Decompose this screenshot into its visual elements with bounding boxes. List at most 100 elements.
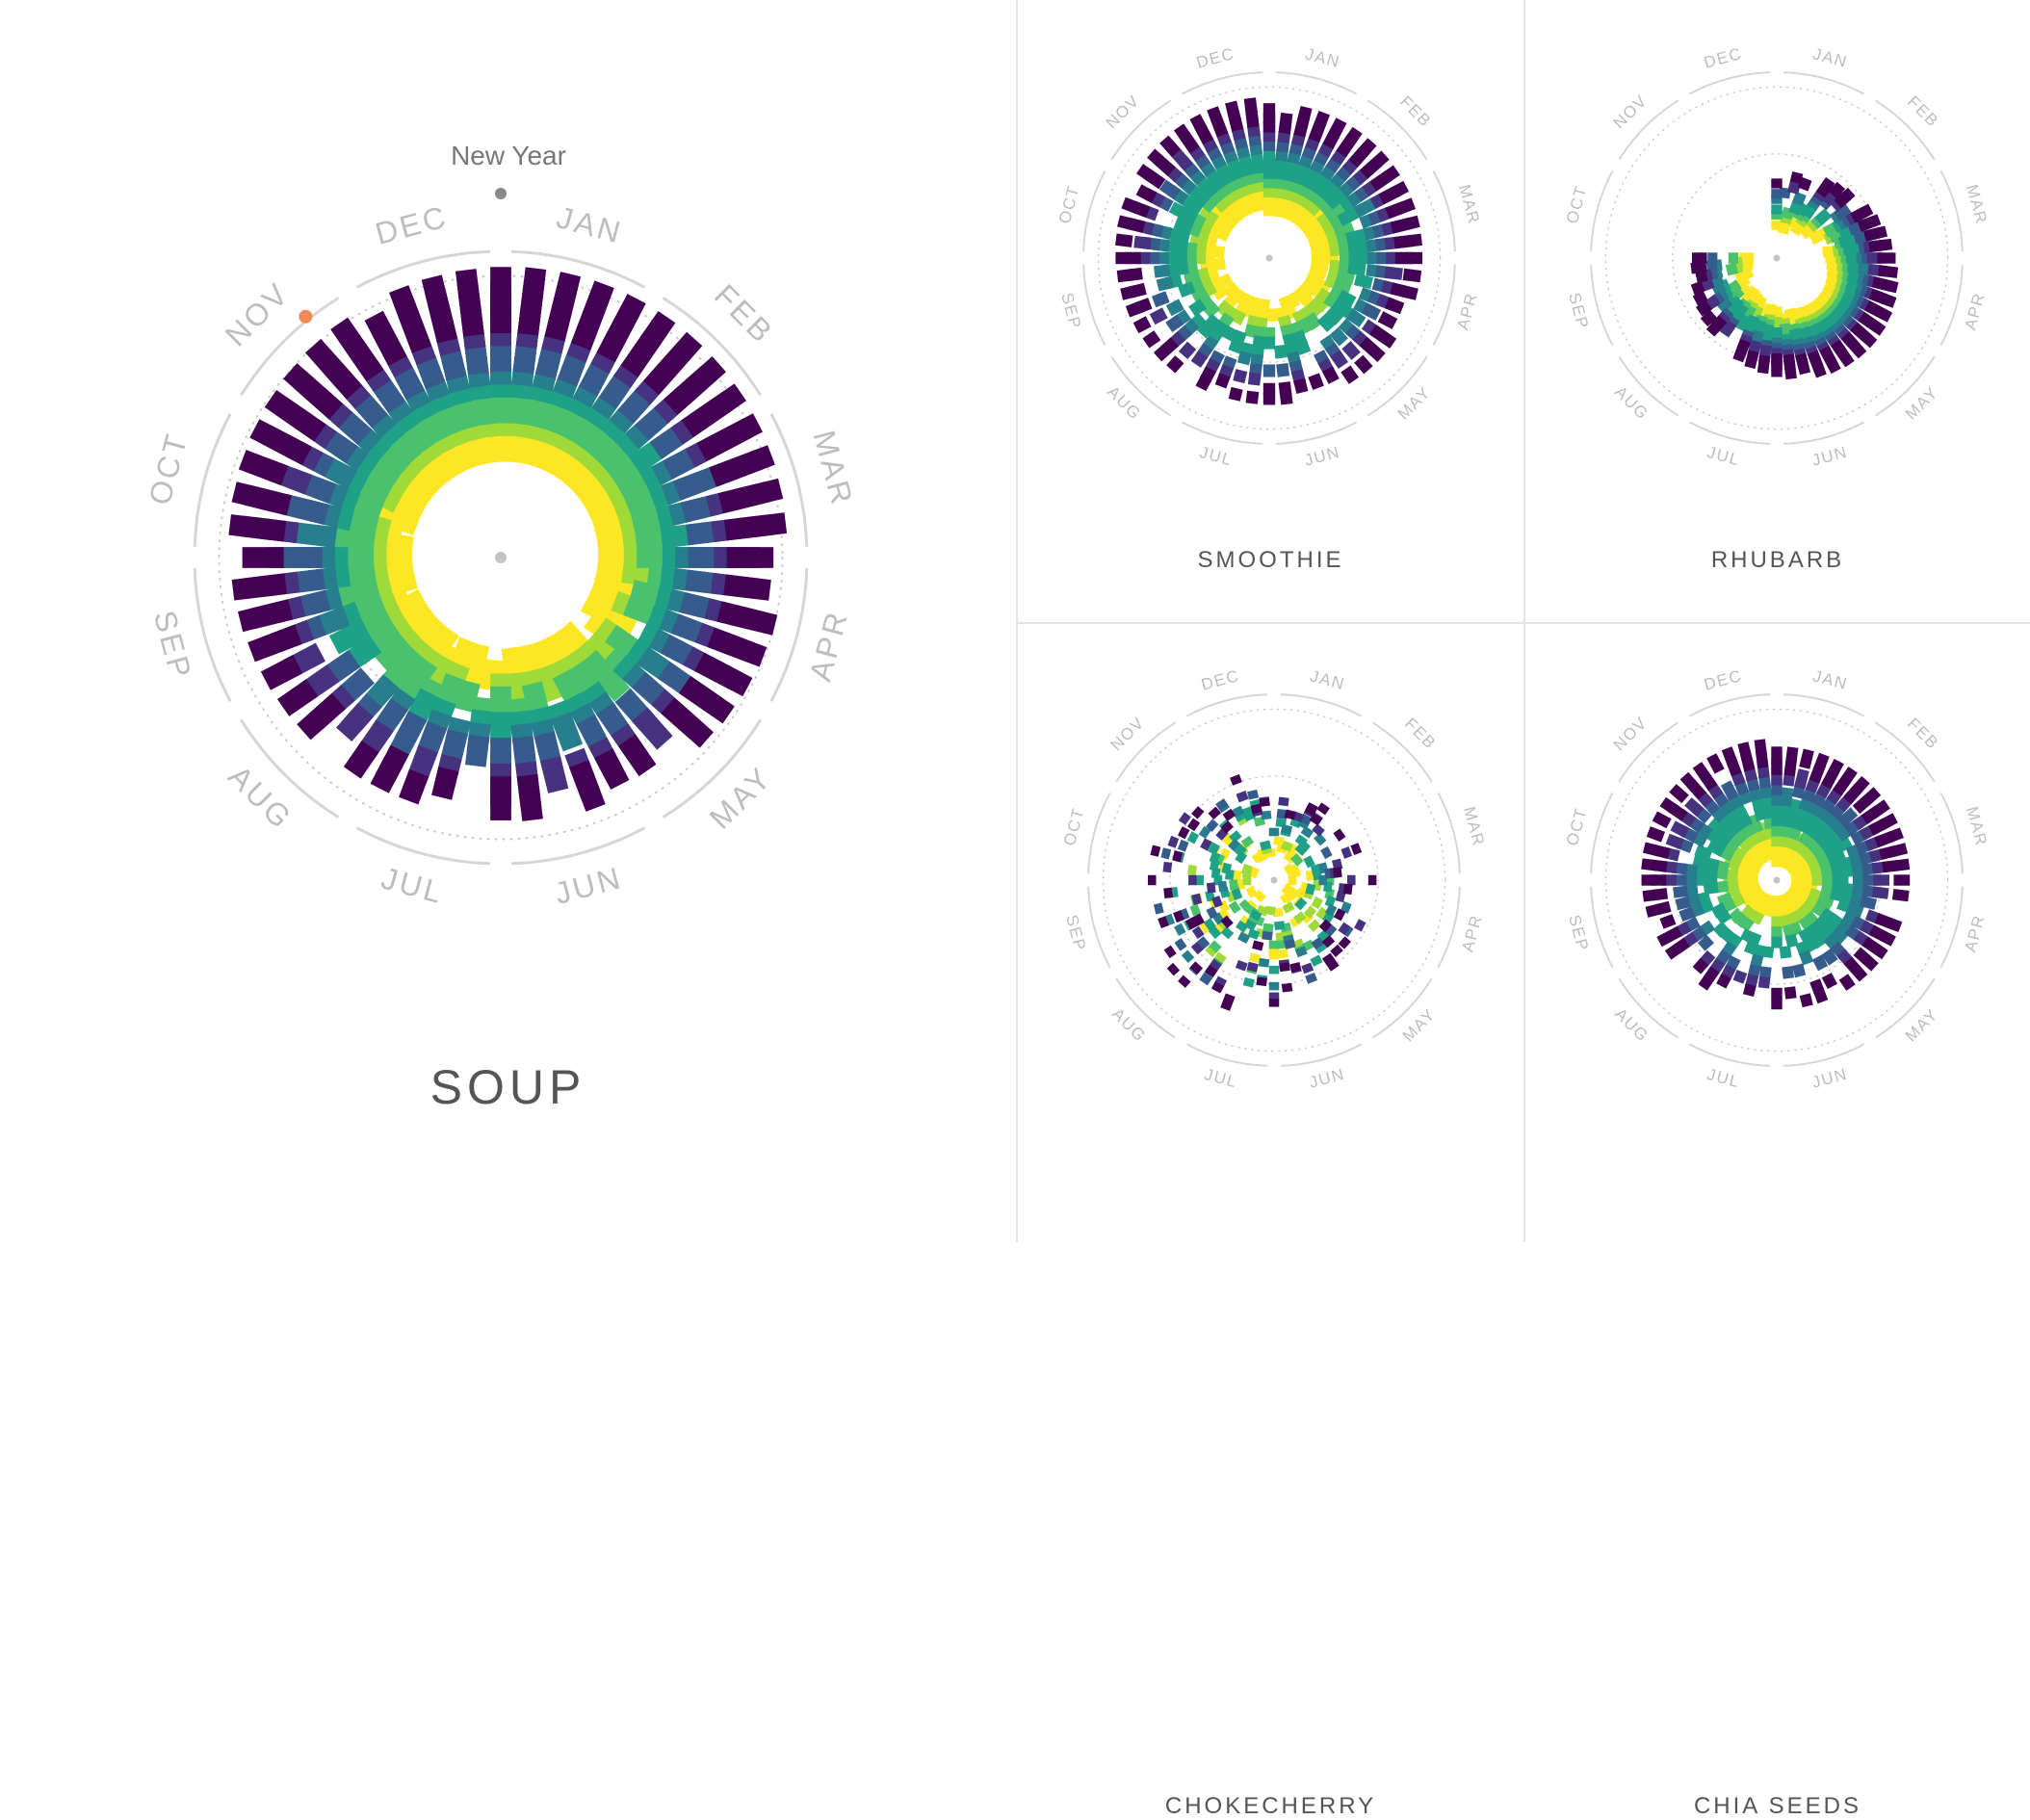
data-mark (1814, 896, 1834, 914)
data-mark (1771, 987, 1783, 1000)
chart-panel-smoothie: JAN FEB MAR APR MAY JUN JUL AUG SEP OCT NOV DEC SMO… (1018, 0, 1523, 622)
month-label: JAN (1304, 44, 1342, 71)
data-mark (304, 338, 354, 390)
data-mark (551, 712, 584, 752)
data-mark (1850, 964, 1868, 982)
month-ring-segment (1688, 1043, 1771, 1067)
month-label: JUN (1810, 1065, 1850, 1092)
month-ring-segment (1590, 792, 1614, 874)
data-mark (1220, 1000, 1234, 1011)
data-mark (1209, 940, 1222, 953)
data-mark (1320, 845, 1333, 860)
data-mark (399, 768, 429, 805)
data-mark (1837, 187, 1856, 205)
month-label: DEC (1199, 666, 1241, 694)
month-ring-segment (1082, 169, 1106, 252)
data-mark (1133, 235, 1152, 250)
data-mark (1707, 252, 1718, 264)
data-mark (1186, 818, 1200, 832)
data-mark (591, 598, 639, 637)
data-mark (1783, 986, 1797, 1000)
data-mark (1712, 921, 1730, 938)
month-ring-segment (1110, 99, 1172, 161)
data-mark (231, 481, 279, 513)
data-mark (1716, 973, 1731, 989)
month-label: OCT (1563, 805, 1591, 847)
month-ring-segment (1590, 264, 1614, 347)
month-ring-segment (1939, 792, 1964, 874)
data-mark (1308, 373, 1324, 390)
chart-panel-rhubarb: JAN FEB MAR APR MAY JUN JUL AUG SEP OCT NOV DEC RHU… (1525, 0, 2030, 622)
data-mark (1300, 825, 1314, 839)
data-mark (1691, 252, 1703, 264)
data-mark (1191, 893, 1203, 905)
data-mark (1195, 874, 1205, 886)
data-mark (1737, 283, 1756, 302)
data-mark (1294, 843, 1308, 856)
data-mark (1240, 835, 1255, 848)
data-mark (1243, 97, 1259, 119)
data-mark (1117, 215, 1136, 231)
data-mark (1238, 898, 1252, 913)
data-mark (1664, 943, 1682, 960)
data-mark (1728, 252, 1739, 264)
data-mark (1281, 882, 1294, 897)
data-mark (1350, 843, 1363, 856)
data-mark (691, 383, 746, 430)
data-mark (1310, 293, 1330, 313)
data-mark (1891, 888, 1910, 902)
data-mark (1187, 864, 1197, 876)
month-label: AUG (1611, 1004, 1653, 1046)
data-mark (726, 547, 774, 568)
data-mark (1211, 895, 1223, 908)
panel-divider (1523, 0, 1525, 1242)
data-mark (1312, 276, 1332, 296)
month-label: AUG (1108, 1004, 1150, 1046)
data-mark (1197, 936, 1210, 949)
data-mark (1190, 350, 1209, 368)
data-mark (1268, 940, 1280, 949)
data-mark (1181, 949, 1195, 964)
data-mark (1228, 386, 1243, 402)
month-label: JAN (1811, 44, 1850, 71)
data-mark (1340, 126, 1363, 150)
data-mark (1700, 309, 1718, 327)
data-mark (292, 522, 338, 548)
data-mark (1868, 302, 1893, 323)
month-ring-segment (1783, 693, 1865, 717)
data-mark (1262, 923, 1274, 933)
data-mark (1189, 114, 1210, 137)
data-mark (1279, 891, 1293, 904)
data-mark (1825, 758, 1844, 780)
month-ring-segment (511, 249, 645, 289)
data-mark (1771, 926, 1783, 938)
data-mark (1165, 314, 1184, 333)
data-mark (1156, 275, 1174, 292)
data-mark (1249, 909, 1262, 922)
month-ring-segment (1688, 693, 1771, 717)
month-label: OCT (142, 429, 195, 508)
highlight-marker (299, 309, 313, 324)
data-mark (1159, 135, 1182, 158)
data-mark (573, 771, 606, 812)
data-mark (1325, 903, 1338, 917)
data-mark (1203, 918, 1216, 931)
month-label: JUN (1308, 1065, 1347, 1092)
month-label: FEB (1904, 715, 1942, 753)
data-mark (1240, 863, 1253, 876)
data-mark (1737, 741, 1753, 763)
data-mark (1220, 926, 1235, 940)
data-mark (1121, 196, 1142, 215)
data-mark (1659, 914, 1677, 929)
data-mark (1207, 106, 1225, 129)
data-mark (1692, 290, 1708, 306)
data-mark (1782, 966, 1795, 979)
data-mark (1199, 973, 1212, 986)
data-mark (1316, 313, 1337, 332)
data-mark (1309, 813, 1323, 826)
data-mark (237, 602, 281, 633)
data-mark (264, 390, 316, 434)
data-mark (1873, 238, 1893, 252)
data-mark (1293, 911, 1307, 924)
